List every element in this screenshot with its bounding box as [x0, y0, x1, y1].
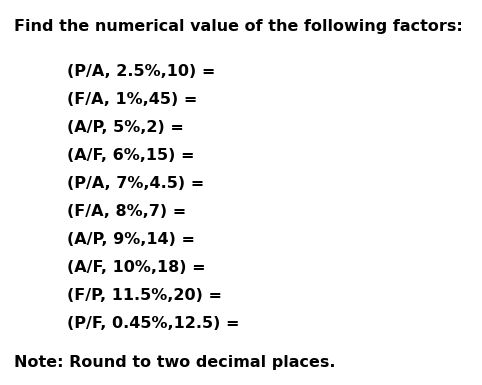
Text: (P/A, 7%,4.5) =: (P/A, 7%,4.5) =: [67, 176, 205, 191]
Text: (A/F, 10%,18) =: (A/F, 10%,18) =: [67, 260, 206, 275]
Text: (F/A, 8%,7) =: (F/A, 8%,7) =: [67, 204, 187, 219]
Text: (F/P, 11.5%,20) =: (F/P, 11.5%,20) =: [67, 288, 223, 303]
Text: (P/A, 2.5%,10) =: (P/A, 2.5%,10) =: [67, 64, 216, 79]
Text: (F/A, 1%,45) =: (F/A, 1%,45) =: [67, 92, 198, 107]
Text: (A/P, 9%,14) =: (A/P, 9%,14) =: [67, 232, 196, 247]
Text: Find the numerical value of the following factors:: Find the numerical value of the followin…: [14, 19, 463, 34]
Text: Note: Round to two decimal places.: Note: Round to two decimal places.: [14, 355, 336, 370]
Text: (P/F, 0.45%,12.5) =: (P/F, 0.45%,12.5) =: [67, 316, 240, 331]
Text: (A/P, 5%,2) =: (A/P, 5%,2) =: [67, 120, 184, 135]
Text: (A/F, 6%,15) =: (A/F, 6%,15) =: [67, 148, 195, 163]
